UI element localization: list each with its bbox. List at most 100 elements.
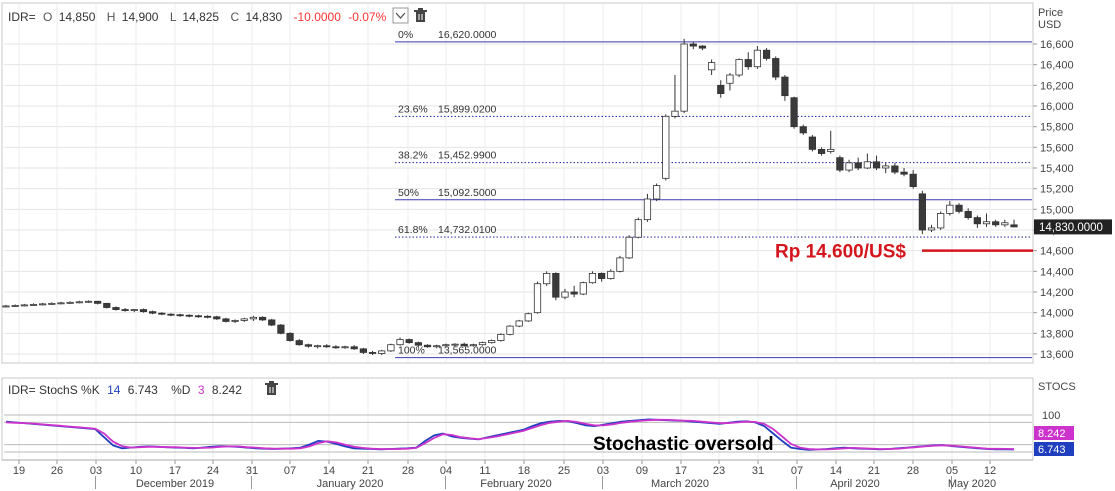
low-value: 14,825: [182, 10, 219, 24]
candle-body: [359, 348, 367, 353]
price-panel-frame: [1, 2, 1034, 364]
stoch-d-value: 8.242: [212, 383, 242, 397]
candle-body: [149, 311, 157, 314]
candle-body: [258, 316, 267, 321]
price-tick-label: 14,400: [1040, 266, 1074, 278]
candle-body: [827, 148, 835, 152]
candle-body: [1010, 224, 1018, 228]
svg-text:6.743: 6.743: [1038, 444, 1066, 456]
header-line: IDR= O 14,850 H 14,900 L 14,825 C 14,830…: [8, 10, 387, 24]
candle-body: [323, 345, 331, 348]
candle-body: [927, 227, 936, 231]
candle-body: [872, 161, 881, 169]
candle-body: [552, 272, 560, 298]
candle-body: [442, 344, 450, 347]
candle-body: [433, 345, 441, 348]
candle-body: [909, 173, 917, 187]
candle-body: [570, 291, 578, 295]
candle-body: [405, 339, 413, 344]
trash-icon[interactable]: [265, 381, 278, 395]
candle-body: [103, 302, 111, 308]
candle-body: [625, 236, 633, 259]
fib-pct-label: 0%: [398, 29, 413, 41]
candle-body: [213, 316, 221, 320]
time-tick-label: 31: [752, 465, 764, 477]
candle-body: [414, 342, 422, 346]
candle-body: [66, 301, 74, 304]
candle-body: [561, 291, 569, 298]
candle-body: [368, 352, 377, 354]
trash-icon[interactable]: [414, 8, 427, 22]
candle-body: [185, 314, 193, 317]
open-value: 14,850: [59, 10, 96, 24]
candle-body: [698, 45, 707, 49]
time-tick-label: 25: [558, 465, 570, 477]
price-tick-label: 16,200: [1040, 80, 1074, 92]
candle-body: [533, 283, 542, 314]
time-tick-label: 04: [440, 465, 452, 477]
stoch-axis-title: STOCS: [1038, 381, 1076, 393]
price-tick-label: 16,400: [1040, 60, 1074, 72]
time-tick-label: 17: [169, 465, 181, 477]
candle-body: [937, 213, 945, 229]
stoch-k-value: 6.743: [128, 383, 158, 397]
month-label: February 2020: [480, 478, 552, 490]
candle-body: [891, 165, 899, 173]
candle-body: [955, 204, 963, 212]
time-axis: 19 26 03 10 17 24 31 07 14 21 28 04 11 18 25 03 09 17 23 31…: [2, 459, 1033, 490]
candle-body: [918, 193, 926, 231]
candle-body: [817, 148, 826, 154]
time-tick-label: 31: [246, 465, 258, 477]
high-label: H: [107, 10, 116, 24]
candle-body: [488, 340, 496, 344]
candle-body: [808, 136, 817, 150]
candle-body: [313, 345, 322, 348]
candle-body: [506, 325, 514, 335]
candle-body: [973, 217, 981, 225]
candle-body: [341, 346, 349, 349]
fib-value-label: 15,899.0200: [438, 103, 497, 115]
fib-pct-label: 61.8%: [398, 224, 428, 236]
candle-body: [836, 157, 844, 171]
candle-body: [790, 97, 798, 128]
candle-body: [579, 282, 587, 295]
candle-body: [982, 221, 991, 225]
candle-body: [112, 307, 120, 310]
fibonacci-levels: 0% 16,620.0000 23.6% 15,899.0200 38.2% 15,452…: [395, 29, 1032, 359]
fib-pct-label: 50%: [398, 187, 419, 199]
price-tick-label: 15,200: [1040, 184, 1074, 196]
candle-body: [350, 346, 358, 350]
fib-pct-label: 38.2%: [398, 150, 428, 162]
candle-body: [992, 221, 1000, 226]
candle-body: [39, 303, 47, 306]
stoch-axis-tick: 100: [1042, 410, 1060, 422]
price-annotation: Rp 14.600/US$: [775, 242, 1033, 263]
stoch-d-line: [5, 418, 1015, 451]
change-value: -10.0000: [294, 10, 342, 24]
fib-pct-label: 23.6%: [398, 103, 428, 115]
candle-body: [653, 185, 661, 200]
candle-body: [854, 162, 862, 169]
time-tick-label: 05: [946, 465, 958, 477]
stoch-header: IDR= StochS %K 14 6.743 %D 3 8.242: [8, 383, 242, 397]
candle-body: [94, 300, 102, 304]
candle-body: [378, 350, 386, 354]
candle-body: [799, 126, 807, 134]
chevron-down-icon[interactable]: [392, 7, 409, 24]
candle-body: [900, 171, 908, 175]
price-axis: 13,60013,80014,00014,20014,40014,60014,8…: [1033, 39, 1074, 361]
time-tick-label: 18: [518, 465, 530, 477]
price-tick-label: 14,200: [1040, 287, 1074, 299]
time-tick-label: 14: [830, 465, 842, 477]
candle-body: [863, 161, 871, 169]
candle-body: [726, 74, 734, 84]
month-label: January 2020: [317, 478, 384, 490]
time-tick-label: 21: [362, 465, 374, 477]
time-tick-label: 23: [713, 465, 725, 477]
candle-body: [222, 318, 230, 322]
candle-body: [57, 302, 65, 305]
time-tick-label: 21: [868, 465, 880, 477]
candle-body: [781, 76, 789, 97]
symbol-label: IDR=: [8, 10, 36, 24]
